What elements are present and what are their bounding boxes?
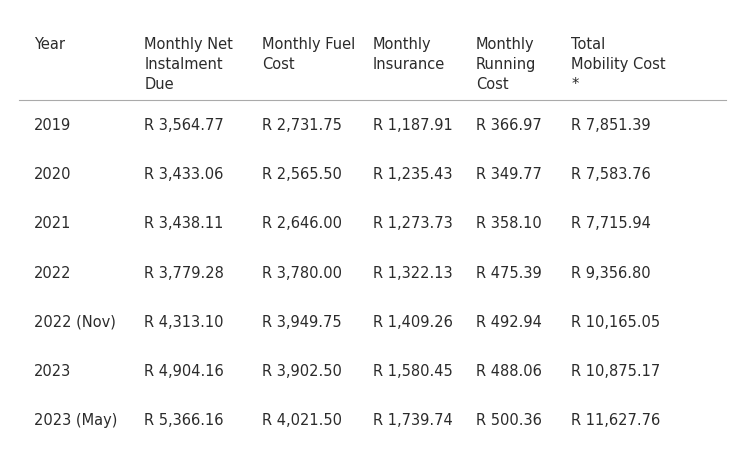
Text: R 2,565.50: R 2,565.50 bbox=[262, 168, 342, 182]
Text: R 2,646.00: R 2,646.00 bbox=[262, 217, 342, 231]
Text: R 2,731.75: R 2,731.75 bbox=[262, 118, 342, 133]
Text: R 10,875.17: R 10,875.17 bbox=[571, 364, 661, 379]
Text: R 7,851.39: R 7,851.39 bbox=[571, 118, 651, 133]
Text: Monthly
Insurance: Monthly Insurance bbox=[372, 37, 445, 72]
Text: Monthly Net
Instalment
Due: Monthly Net Instalment Due bbox=[144, 37, 233, 91]
Text: R 1,273.73: R 1,273.73 bbox=[372, 217, 452, 231]
Text: Total
Mobility Cost
*: Total Mobility Cost * bbox=[571, 37, 666, 91]
Text: 2019: 2019 bbox=[34, 118, 71, 133]
Text: R 492.94: R 492.94 bbox=[475, 315, 542, 330]
Text: R 7,715.94: R 7,715.94 bbox=[571, 217, 651, 231]
Text: R 4,313.10: R 4,313.10 bbox=[144, 315, 224, 330]
Text: R 7,583.76: R 7,583.76 bbox=[571, 168, 651, 182]
Text: R 1,409.26: R 1,409.26 bbox=[372, 315, 452, 330]
Text: R 1,580.45: R 1,580.45 bbox=[372, 364, 452, 379]
Text: 2023 (May): 2023 (May) bbox=[34, 413, 117, 428]
Text: R 3,949.75: R 3,949.75 bbox=[262, 315, 342, 330]
Text: 2020: 2020 bbox=[34, 168, 71, 182]
Text: R 4,904.16: R 4,904.16 bbox=[144, 364, 224, 379]
Text: R 366.97: R 366.97 bbox=[475, 118, 542, 133]
Text: R 5,366.16: R 5,366.16 bbox=[144, 413, 224, 428]
Text: R 10,165.05: R 10,165.05 bbox=[571, 315, 661, 330]
Text: 2022: 2022 bbox=[34, 266, 71, 280]
Text: R 358.10: R 358.10 bbox=[475, 217, 542, 231]
Text: R 1,187.91: R 1,187.91 bbox=[372, 118, 452, 133]
Text: Monthly
Running
Cost: Monthly Running Cost bbox=[475, 37, 536, 91]
Text: 2021: 2021 bbox=[34, 217, 71, 231]
Text: Year: Year bbox=[34, 37, 65, 52]
Text: R 9,356.80: R 9,356.80 bbox=[571, 266, 651, 280]
Text: R 349.77: R 349.77 bbox=[475, 168, 542, 182]
Text: R 1,322.13: R 1,322.13 bbox=[372, 266, 452, 280]
Text: R 1,235.43: R 1,235.43 bbox=[372, 168, 452, 182]
Text: Monthly Fuel
Cost: Monthly Fuel Cost bbox=[262, 37, 355, 72]
Text: R 3,438.11: R 3,438.11 bbox=[144, 217, 224, 231]
Text: 2023: 2023 bbox=[34, 364, 71, 379]
Text: R 11,627.76: R 11,627.76 bbox=[571, 413, 661, 428]
Text: R 488.06: R 488.06 bbox=[475, 364, 542, 379]
Text: R 3,564.77: R 3,564.77 bbox=[144, 118, 224, 133]
Text: R 500.36: R 500.36 bbox=[475, 413, 542, 428]
Text: 2022 (Nov): 2022 (Nov) bbox=[34, 315, 115, 330]
Text: R 3,780.00: R 3,780.00 bbox=[262, 266, 342, 280]
Text: R 475.39: R 475.39 bbox=[475, 266, 542, 280]
Text: R 4,021.50: R 4,021.50 bbox=[262, 413, 342, 428]
Text: R 3,433.06: R 3,433.06 bbox=[144, 168, 224, 182]
Text: R 1,739.74: R 1,739.74 bbox=[372, 413, 452, 428]
Text: R 3,902.50: R 3,902.50 bbox=[262, 364, 342, 379]
Text: R 3,779.28: R 3,779.28 bbox=[144, 266, 224, 280]
